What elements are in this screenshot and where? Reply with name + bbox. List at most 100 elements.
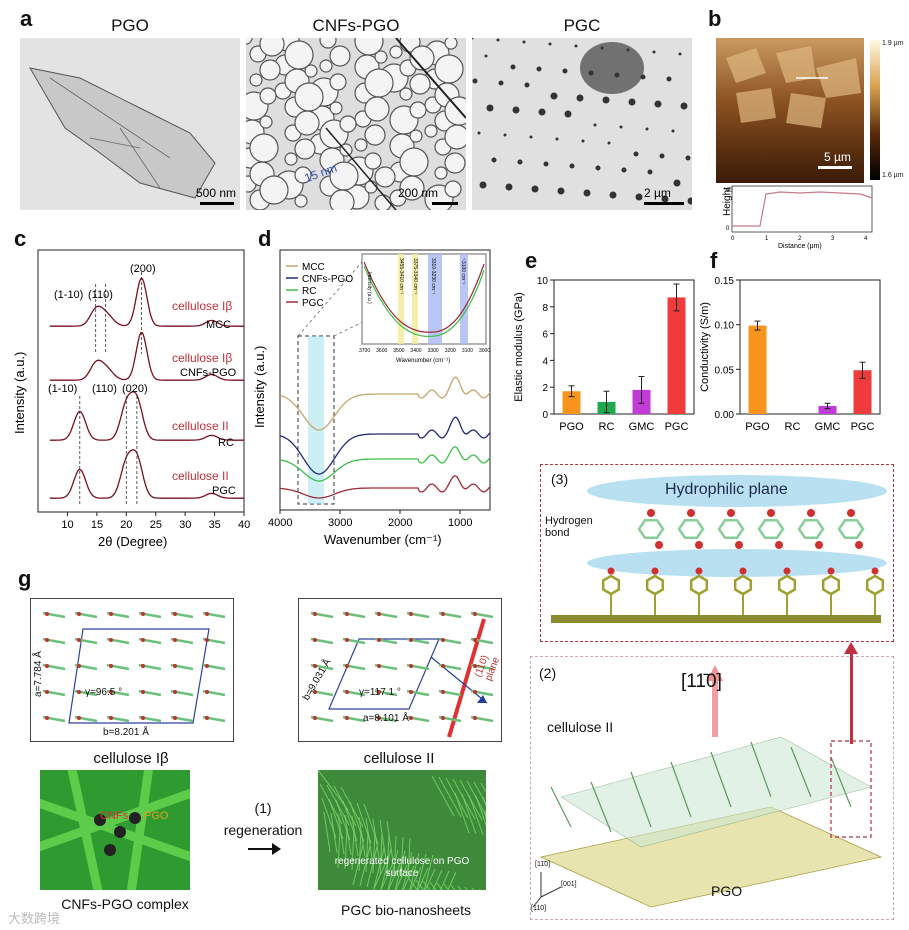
oxygen-atom [473, 638, 477, 642]
profile-ytick: 0 [726, 226, 730, 232]
inset-band-label: 3455-3410 cm⁻¹ [398, 258, 404, 295]
oxygen-atom [109, 716, 113, 720]
axis-label: [001] [561, 881, 577, 888]
axis-label: [11̄0] [535, 861, 551, 868]
xrd-xtick-label: 10 [61, 519, 73, 531]
profile-xtick: 2 [798, 236, 802, 242]
oxygen-atom [441, 690, 445, 694]
ytick-label: 0.00 [715, 410, 735, 421]
chart-frame [739, 279, 881, 415]
y-axis-label: Conductivity (S/m) [699, 302, 711, 392]
ftir-curve [279, 376, 491, 431]
oxygen-atom [377, 716, 381, 720]
oxygen-atom [345, 716, 349, 720]
oxygen-atom [141, 612, 145, 616]
axis-label: [110] [531, 905, 547, 912]
curve-phase-label: cellulose Iβ [172, 351, 232, 365]
bar-gmc [818, 405, 837, 414]
curve-phase-label: cellulose Iβ [172, 299, 232, 313]
xrd-curve [49, 331, 244, 381]
oxygen-atom [205, 690, 209, 694]
glucose-ring [677, 519, 705, 539]
oxygen-atom [141, 638, 145, 642]
pgo-overlay-label: PGO [144, 810, 169, 822]
oxygen-atom [651, 567, 659, 575]
oxygen-atom [695, 567, 703, 575]
aromatic-ring [777, 574, 797, 596]
category-label: RC [785, 421, 801, 433]
category-label: PGO [559, 421, 584, 433]
xrd-xtick-label: 30 [179, 519, 191, 531]
oxygen-atom [45, 638, 49, 642]
profile-ytick: 60 [726, 188, 733, 194]
cellulose-ib-title: cellulose Iβ [93, 750, 169, 767]
ftir-curve [279, 446, 491, 482]
scale-bar [200, 202, 234, 205]
glucose-ring [757, 519, 785, 539]
step-number: (1) [254, 800, 272, 816]
oxygen-atom [735, 541, 743, 549]
curve-name-label: MCC [206, 319, 231, 331]
oxygen-atom [77, 664, 81, 668]
connector-arrowhead [844, 642, 858, 654]
xrd-curve [49, 391, 244, 441]
oxygen-atom [855, 541, 863, 549]
lattice-a-label: a=8.101 Å [363, 713, 409, 724]
scheme-2-box: (2) [11̄0] cellulose II PGO [11̄0] [001]… [530, 656, 894, 920]
oxygen-atom [441, 638, 445, 642]
oxygen-atom [313, 690, 317, 694]
glucose-ring [797, 519, 825, 539]
lattice-cellulose-ii: b=9.031 Å a=8.101 Å γ=117.1 ° (110) plan… [298, 598, 502, 742]
aromatic-ring [689, 574, 709, 596]
inset-band-label: ~3100 cm⁻¹ [460, 258, 466, 285]
oxygen-atom [655, 541, 663, 549]
inset-xtick-label: 3000 [479, 348, 490, 354]
bar-pgc [667, 297, 686, 414]
afm-scale-label: 5 µm [824, 150, 851, 164]
oxygen-atom [109, 664, 113, 668]
oxygen-atom [345, 638, 349, 642]
ytick-label: 0 [542, 410, 548, 421]
scheme-3-box: (3) Hydrophilic plane Hydrogen bond [540, 464, 894, 642]
oxygen-atom [409, 664, 413, 668]
ytick-label: 4 [542, 356, 548, 367]
oxygen-atom [45, 612, 49, 616]
bar-pgc [853, 370, 872, 414]
xrd-xtick-label: 15 [91, 519, 103, 531]
direction-label: [11̄0] [681, 671, 722, 692]
oxygen-atom [77, 716, 81, 720]
oxygen-atom [141, 664, 145, 668]
xrd-xtick-label: 40 [238, 519, 250, 531]
oxygen-atom [473, 716, 477, 720]
ftir-legend-label: RC [302, 286, 316, 297]
lattice-b-label: b=8.201 Å [103, 727, 149, 738]
oxygen-atom [783, 567, 791, 575]
hydrophilic-plane-label: Hydrophilic plane [665, 481, 788, 498]
ftir-legend-label: PGC [302, 298, 324, 309]
step-label: regeneration [223, 822, 303, 838]
category-label: PGC [665, 421, 689, 433]
lattice-a-label: a=7.784 Å [33, 651, 44, 697]
oxygen-atom [377, 690, 381, 694]
bar-pgo [562, 391, 581, 414]
profile-xtick: 0 [731, 236, 735, 242]
oxygen-atom [727, 509, 735, 517]
aromatic-ring [601, 574, 621, 596]
inset-xtick-label: 3300 [428, 348, 439, 354]
inset-xtick-label: 3700 [359, 348, 370, 354]
ytick-label: 8 [542, 303, 548, 314]
oxygen-atom [109, 612, 113, 616]
ftir-curve [279, 416, 491, 475]
inset-band-label: 3375-3340 cm⁻¹ [412, 258, 418, 295]
tem-image-pgc: 2 µm [472, 38, 692, 210]
oxygen-atom [77, 690, 81, 694]
oxygen-atom [205, 612, 209, 616]
profile-xlabel: Distance (µm) [778, 243, 822, 250]
oxygen-atom [815, 541, 823, 549]
pgo-label: PGO [711, 883, 743, 899]
oxygen-atom [871, 567, 879, 575]
chart-frame [553, 279, 695, 415]
aromatic-ring [645, 574, 665, 596]
y-axis-label: Elastic modulus (GPa) [513, 292, 525, 401]
oxygen-atom [687, 509, 695, 517]
